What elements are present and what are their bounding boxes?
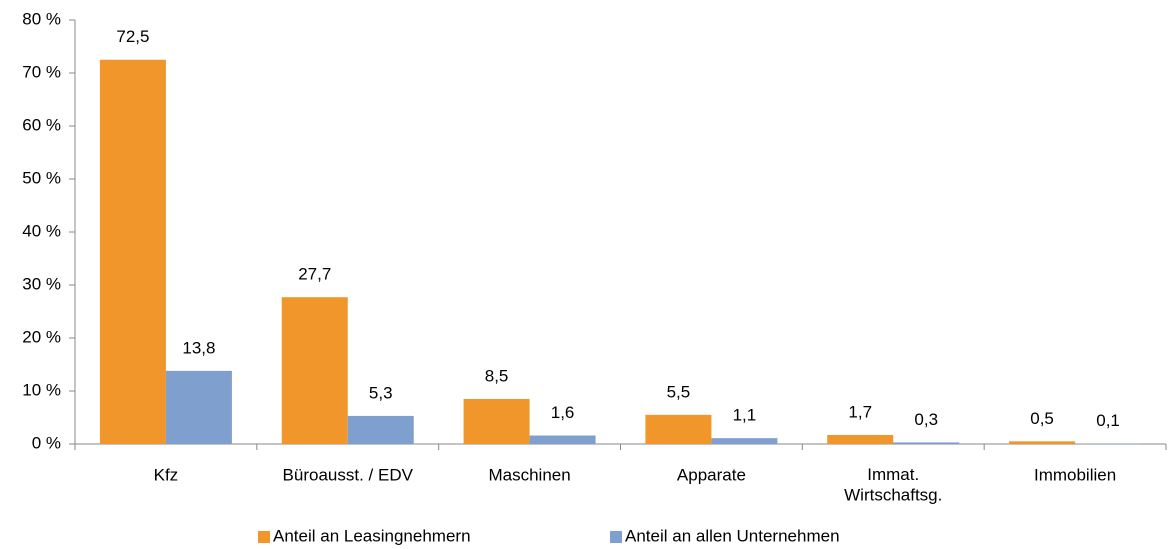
legend-label: Anteil an allen Unternehmen — [625, 526, 840, 545]
x-tick-label: Kfz — [154, 465, 179, 484]
y-tick-label: 30 % — [22, 274, 61, 293]
bar — [165, 370, 232, 444]
value-label: 0,5 — [1030, 409, 1054, 428]
value-label: 8,5 — [485, 366, 509, 385]
value-label: 5,3 — [369, 383, 393, 402]
bar — [347, 415, 414, 444]
y-tick-label: 70 % — [22, 62, 61, 81]
y-tick-label: 0 % — [32, 433, 61, 452]
bar — [1009, 441, 1076, 444]
value-label: 0,3 — [914, 410, 938, 429]
y-tick-label: 20 % — [22, 327, 61, 346]
x-tick-label: Immobilien — [1034, 465, 1116, 484]
y-tick-label: 80 % — [22, 9, 61, 28]
x-tick-label: Apparate — [677, 465, 746, 484]
value-label: 1,1 — [733, 406, 757, 425]
bar — [893, 442, 960, 444]
x-tick-label: Maschinen — [488, 465, 570, 484]
value-label: 72,5 — [116, 27, 149, 46]
x-tick-label: Immat. Wirtschaftsg. — [844, 465, 942, 504]
bar — [529, 435, 596, 444]
x-tick-label: Büroausst. / EDV — [283, 465, 414, 484]
value-label: 1,6 — [551, 403, 575, 422]
bar — [99, 59, 166, 444]
y-tick-label: 40 % — [22, 221, 61, 240]
bar — [711, 438, 778, 444]
value-label: 13,8 — [182, 338, 215, 357]
legend-swatch — [610, 531, 622, 543]
value-label: 5,5 — [667, 382, 691, 401]
y-tick-label: 10 % — [22, 380, 61, 399]
y-tick-label: 50 % — [22, 168, 61, 187]
legend-label: Anteil an Leasingnehmern — [273, 526, 471, 545]
legend-swatch — [258, 531, 270, 543]
bar — [645, 414, 712, 444]
bar — [463, 398, 530, 444]
value-label: 1,7 — [848, 402, 872, 421]
bar — [281, 297, 348, 444]
bar — [1075, 443, 1142, 444]
y-tick-label: 60 % — [22, 115, 61, 134]
value-label: 27,7 — [298, 265, 331, 284]
bar — [827, 434, 894, 444]
value-label: 0,1 — [1096, 411, 1120, 430]
